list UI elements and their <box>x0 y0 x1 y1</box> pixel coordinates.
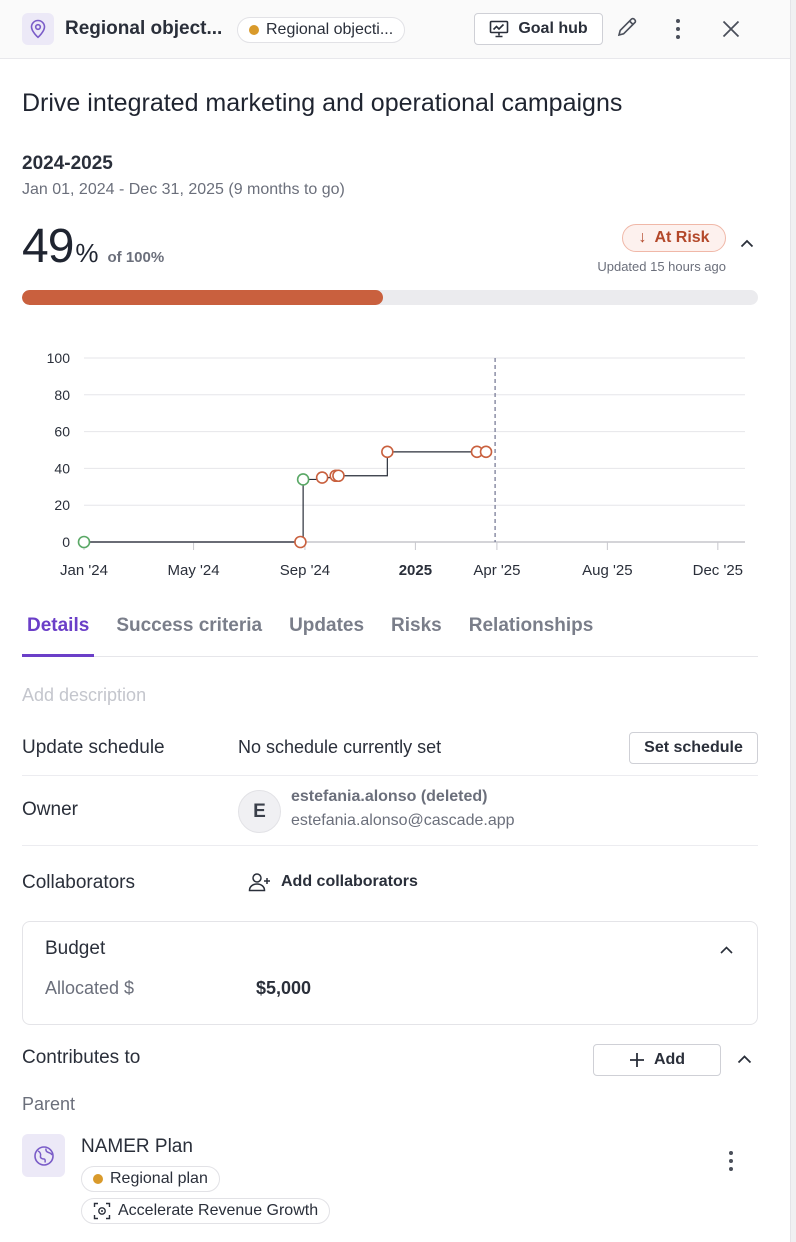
type-dot <box>249 25 259 35</box>
status-badge[interactable]: ↓ At Risk <box>622 224 726 252</box>
data-point <box>315 471 329 484</box>
y-tick-label: 20 <box>54 497 70 513</box>
type-dot <box>93 1174 103 1184</box>
y-tick-label: 0 <box>62 534 70 550</box>
edit-button[interactable] <box>612 12 642 42</box>
add-collaborators-button[interactable]: Add collaborators <box>248 872 418 892</box>
budget-card: Budget Allocated $ $5,000 <box>22 921 758 1025</box>
tab-success-criteria[interactable]: Success criteria <box>116 615 263 636</box>
goal-hub-button[interactable]: Goal hub <box>474 13 603 45</box>
goal-dates: Jan 01, 2024 - Dec 31, 2025 (9 months to… <box>22 181 345 198</box>
goal-title: Drive integrated marketing and operation… <box>22 89 623 117</box>
progress-readout: 49 % of 100% <box>22 219 164 274</box>
pencil-icon <box>617 17 637 37</box>
progress-bar <box>22 290 758 305</box>
progress-line <box>84 451 487 543</box>
panel-title: Regional object... <box>65 18 223 39</box>
collaborators-label: Collaborators <box>22 872 135 893</box>
collapse-budget-button[interactable] <box>715 939 737 961</box>
data-point <box>381 445 394 459</box>
progress-value: 49 <box>22 220 74 273</box>
data-point <box>77 535 91 549</box>
x-tick-label: May '24 <box>168 562 220 579</box>
y-tick-label: 80 <box>54 387 70 403</box>
objective-type-label: Regional objecti... <box>266 21 394 38</box>
owner-email: estefania.alonso@cascade.app <box>291 812 515 829</box>
close-icon <box>722 20 740 38</box>
data-point <box>294 535 307 549</box>
objective-type-badge[interactable]: Regional objecti... <box>237 17 406 43</box>
parent-type-badge: Regional plan <box>81 1166 220 1192</box>
detail-tabs: Details Success criteria Updates Risks R… <box>22 608 758 657</box>
y-tick-label: 40 <box>54 460 70 476</box>
kebab-menu-icon <box>676 19 680 39</box>
chevron-up-icon <box>740 239 754 247</box>
tab-updates[interactable]: Updates <box>289 615 365 636</box>
x-tick-label: 2025 <box>399 562 432 579</box>
plus-icon <box>629 1053 644 1067</box>
data-point <box>332 469 345 483</box>
presentation-chart-icon <box>490 20 509 38</box>
focus-area-label: Accelerate Revenue Growth <box>118 1202 319 1219</box>
add-collaborators-label: Add collaborators <box>281 873 418 890</box>
parent-type-label: Regional plan <box>110 1170 208 1187</box>
y-tick-label: 60 <box>54 424 70 440</box>
tab-relationships[interactable]: Relationships <box>468 615 594 636</box>
focus-target-icon <box>93 1202 111 1220</box>
goal-hub-label: Goal hub <box>518 20 588 37</box>
add-parent-label: Add <box>653 1051 686 1068</box>
data-point <box>479 445 493 459</box>
budget-title: Budget <box>45 938 106 959</box>
owner-label: Owner <box>22 799 78 820</box>
contributes-title: Contributes to <box>22 1047 141 1068</box>
collapse-progress-button[interactable] <box>736 232 758 254</box>
kebab-menu-icon <box>729 1151 733 1171</box>
progress-chart: 0 20 40 60 80 100 Jan '24 May '24 Sep '24 2025 Apr… <box>47 350 745 579</box>
owner-row: Owner E estefania.alonso (deleted) estef… <box>22 776 758 846</box>
location-pin-icon <box>22 13 54 45</box>
collapse-contributes-button[interactable] <box>733 1048 755 1070</box>
arrow-down-icon: ↓ <box>638 229 647 246</box>
parent-more-button[interactable] <box>718 1148 744 1174</box>
parent-name-link[interactable]: NAMER Plan <box>81 1136 193 1157</box>
updated-timestamp: Updated 15 hours ago <box>597 259 726 274</box>
panel-header: Regional object... Regional objecti... G… <box>0 0 790 59</box>
allocated-label: Allocated $ <box>45 978 135 998</box>
y-tick-label: 100 <box>47 350 71 366</box>
chevron-up-icon <box>719 946 733 954</box>
x-tick-label: Sep '24 <box>280 562 330 579</box>
x-tick-label: Dec '25 <box>693 562 743 579</box>
update-schedule-row: Update schedule No schedule currently se… <box>22 722 758 776</box>
data-point <box>296 473 310 486</box>
close-button[interactable] <box>716 14 746 44</box>
tab-details[interactable]: Details <box>22 608 95 657</box>
x-tick-label: Aug '25 <box>582 562 632 579</box>
more-options-button[interactable] <box>663 14 693 44</box>
add-user-icon <box>248 873 270 892</box>
add-parent-button[interactable]: Add <box>593 1044 721 1076</box>
avatar[interactable]: E <box>238 790 281 833</box>
status-label: At Risk <box>654 229 710 246</box>
set-schedule-button[interactable]: Set schedule <box>629 732 758 764</box>
goal-period: 2024-2025 <box>22 153 113 174</box>
update-schedule-label: Update schedule <box>22 737 165 758</box>
x-tick-label: Jan '24 <box>60 562 108 579</box>
allocated-value: $5,000 <box>256 978 312 998</box>
chevron-up-icon <box>737 1054 751 1063</box>
globe-icon <box>22 1134 65 1177</box>
update-schedule-value: No schedule currently set <box>238 737 442 757</box>
description-input[interactable]: Add description <box>22 685 147 705</box>
progress-target: of 100% <box>107 249 165 266</box>
scrollbar-track[interactable] <box>790 0 796 1242</box>
owner-name: estefania.alonso (deleted) <box>291 788 488 805</box>
progress-unit: % <box>75 238 99 268</box>
parent-section-label: Parent <box>22 1094 76 1114</box>
x-tick-label: Apr '25 <box>473 562 520 579</box>
focus-area-badge: Accelerate Revenue Growth <box>81 1198 331 1224</box>
progress-bar-fill <box>22 290 383 305</box>
tab-risks[interactable]: Risks <box>391 615 442 636</box>
